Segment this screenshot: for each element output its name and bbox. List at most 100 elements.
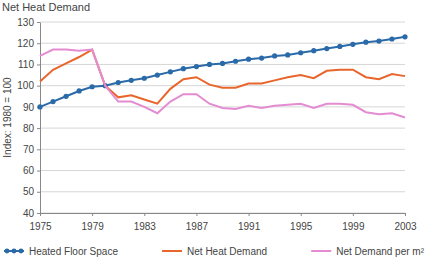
chart: 4050607080901001101201301975197919831987… xyxy=(0,0,428,265)
x-tick-mark xyxy=(144,213,145,216)
y-tick: 40 xyxy=(23,208,40,219)
x-tick-label: 1991 xyxy=(238,221,261,232)
x-tick: 1979 xyxy=(82,213,105,232)
y-axis-title: Index: 1980 = 100 xyxy=(2,77,13,158)
y-tick-label: 70 xyxy=(23,144,35,155)
series-marker xyxy=(77,88,82,93)
y-tick-mark xyxy=(37,43,40,44)
legend-item: Net Demand per m² xyxy=(311,246,424,257)
y-tick-mark xyxy=(37,192,40,193)
grid xyxy=(40,22,405,213)
y-tick-mark xyxy=(37,22,40,23)
x-tick-mark xyxy=(301,213,302,216)
y-tick: 70 xyxy=(23,144,40,155)
x-tick-mark xyxy=(40,213,41,216)
legend-swatch xyxy=(162,250,182,252)
y-tick-mark xyxy=(37,64,40,65)
grid-line xyxy=(40,43,405,44)
x-tick-label: 1983 xyxy=(134,221,157,232)
series-line xyxy=(40,37,405,107)
x-tick-label: 1999 xyxy=(342,221,365,232)
grid-line xyxy=(40,213,405,214)
legend-marker xyxy=(12,249,17,254)
title: Net Heat Demand xyxy=(2,1,90,13)
series-marker xyxy=(298,50,303,55)
x-tick-label: 1987 xyxy=(186,221,209,232)
series-marker xyxy=(285,52,290,57)
series-marker xyxy=(311,48,316,53)
legend: Heated Floor Space Net Heat Demand Net Dem… xyxy=(4,246,425,257)
y-tick-mark xyxy=(37,86,40,87)
series-marker xyxy=(37,104,42,109)
y-tick-mark xyxy=(37,149,40,150)
y-tick-label: 60 xyxy=(23,165,35,176)
y-tick-label: 110 xyxy=(18,59,34,70)
x-tick: 1987 xyxy=(186,213,209,232)
grid-line xyxy=(40,170,405,171)
legend-item: Heated Floor Space xyxy=(4,246,118,257)
x-tick-mark xyxy=(353,213,354,216)
series-marker xyxy=(181,66,186,71)
y-tick-label: 120 xyxy=(17,38,34,49)
legend-label: Heated Floor Space xyxy=(29,246,118,257)
series-marker xyxy=(259,55,264,60)
series-marker xyxy=(63,94,68,99)
legend-swatch xyxy=(311,250,331,252)
y-tick: 110 xyxy=(18,59,40,70)
x-tick-mark xyxy=(92,213,93,216)
x-tick: 1983 xyxy=(134,213,157,232)
series-marker xyxy=(50,99,55,104)
grid-line xyxy=(40,191,405,192)
y-tick-label: 80 xyxy=(23,123,35,134)
series-marker xyxy=(129,78,134,83)
legend-label: Net Demand per m² xyxy=(336,246,424,257)
series-line xyxy=(40,50,405,118)
y-tick: 130 xyxy=(17,17,40,28)
legend-item: Net Heat Demand xyxy=(162,246,267,257)
y-tick-label: 50 xyxy=(23,186,35,197)
plot-area xyxy=(37,34,407,117)
grid-line xyxy=(40,22,405,23)
y-tick-mark xyxy=(37,213,40,214)
y-tick: 80 xyxy=(23,123,40,134)
x-tick-label: 2003 xyxy=(394,221,417,232)
series-marker xyxy=(272,53,277,58)
y-tick: 120 xyxy=(17,38,40,49)
series-marker xyxy=(142,76,147,81)
grid-line xyxy=(40,149,405,150)
y-tick-label: 40 xyxy=(23,208,35,219)
y-tick-label: 130 xyxy=(17,17,34,28)
x-tick-label: 1995 xyxy=(290,221,313,232)
x-tick-mark xyxy=(405,213,406,216)
series-marker xyxy=(207,62,212,67)
y-axis-line xyxy=(40,23,41,214)
series-marker xyxy=(90,84,95,89)
series-marker xyxy=(337,44,342,49)
legend-marker xyxy=(5,249,10,254)
series-marker xyxy=(389,36,394,41)
y-tick-mark xyxy=(37,171,40,172)
x-tick: 2003 xyxy=(394,213,417,232)
y-tick: 50 xyxy=(23,186,40,197)
x-tick-label: 1979 xyxy=(82,221,105,232)
series-marker xyxy=(350,42,355,47)
series-marker xyxy=(324,46,329,51)
series-marker xyxy=(233,59,238,64)
y-tick-label: 100 xyxy=(17,80,34,91)
series-marker xyxy=(363,40,368,45)
y-tick-label: 90 xyxy=(23,102,35,113)
y-tick: 100 xyxy=(17,80,40,91)
x-tick: 1991 xyxy=(238,213,261,232)
x-tick-mark xyxy=(249,213,250,216)
y-axis: 40 50 60 70 80 90 100 110 120 130 xyxy=(17,17,40,219)
x-axis-line xyxy=(41,213,406,214)
x-axis: 19751979198319871991199519992003 xyxy=(29,213,417,232)
series-marker xyxy=(376,39,381,44)
y-tick: 60 xyxy=(23,165,40,176)
legend-marker xyxy=(19,249,24,254)
series-marker xyxy=(402,34,407,39)
y-tick-mark xyxy=(37,128,40,129)
series-marker xyxy=(168,69,173,74)
series-marker xyxy=(116,80,121,85)
legend-label: Net Heat Demand xyxy=(187,246,267,257)
